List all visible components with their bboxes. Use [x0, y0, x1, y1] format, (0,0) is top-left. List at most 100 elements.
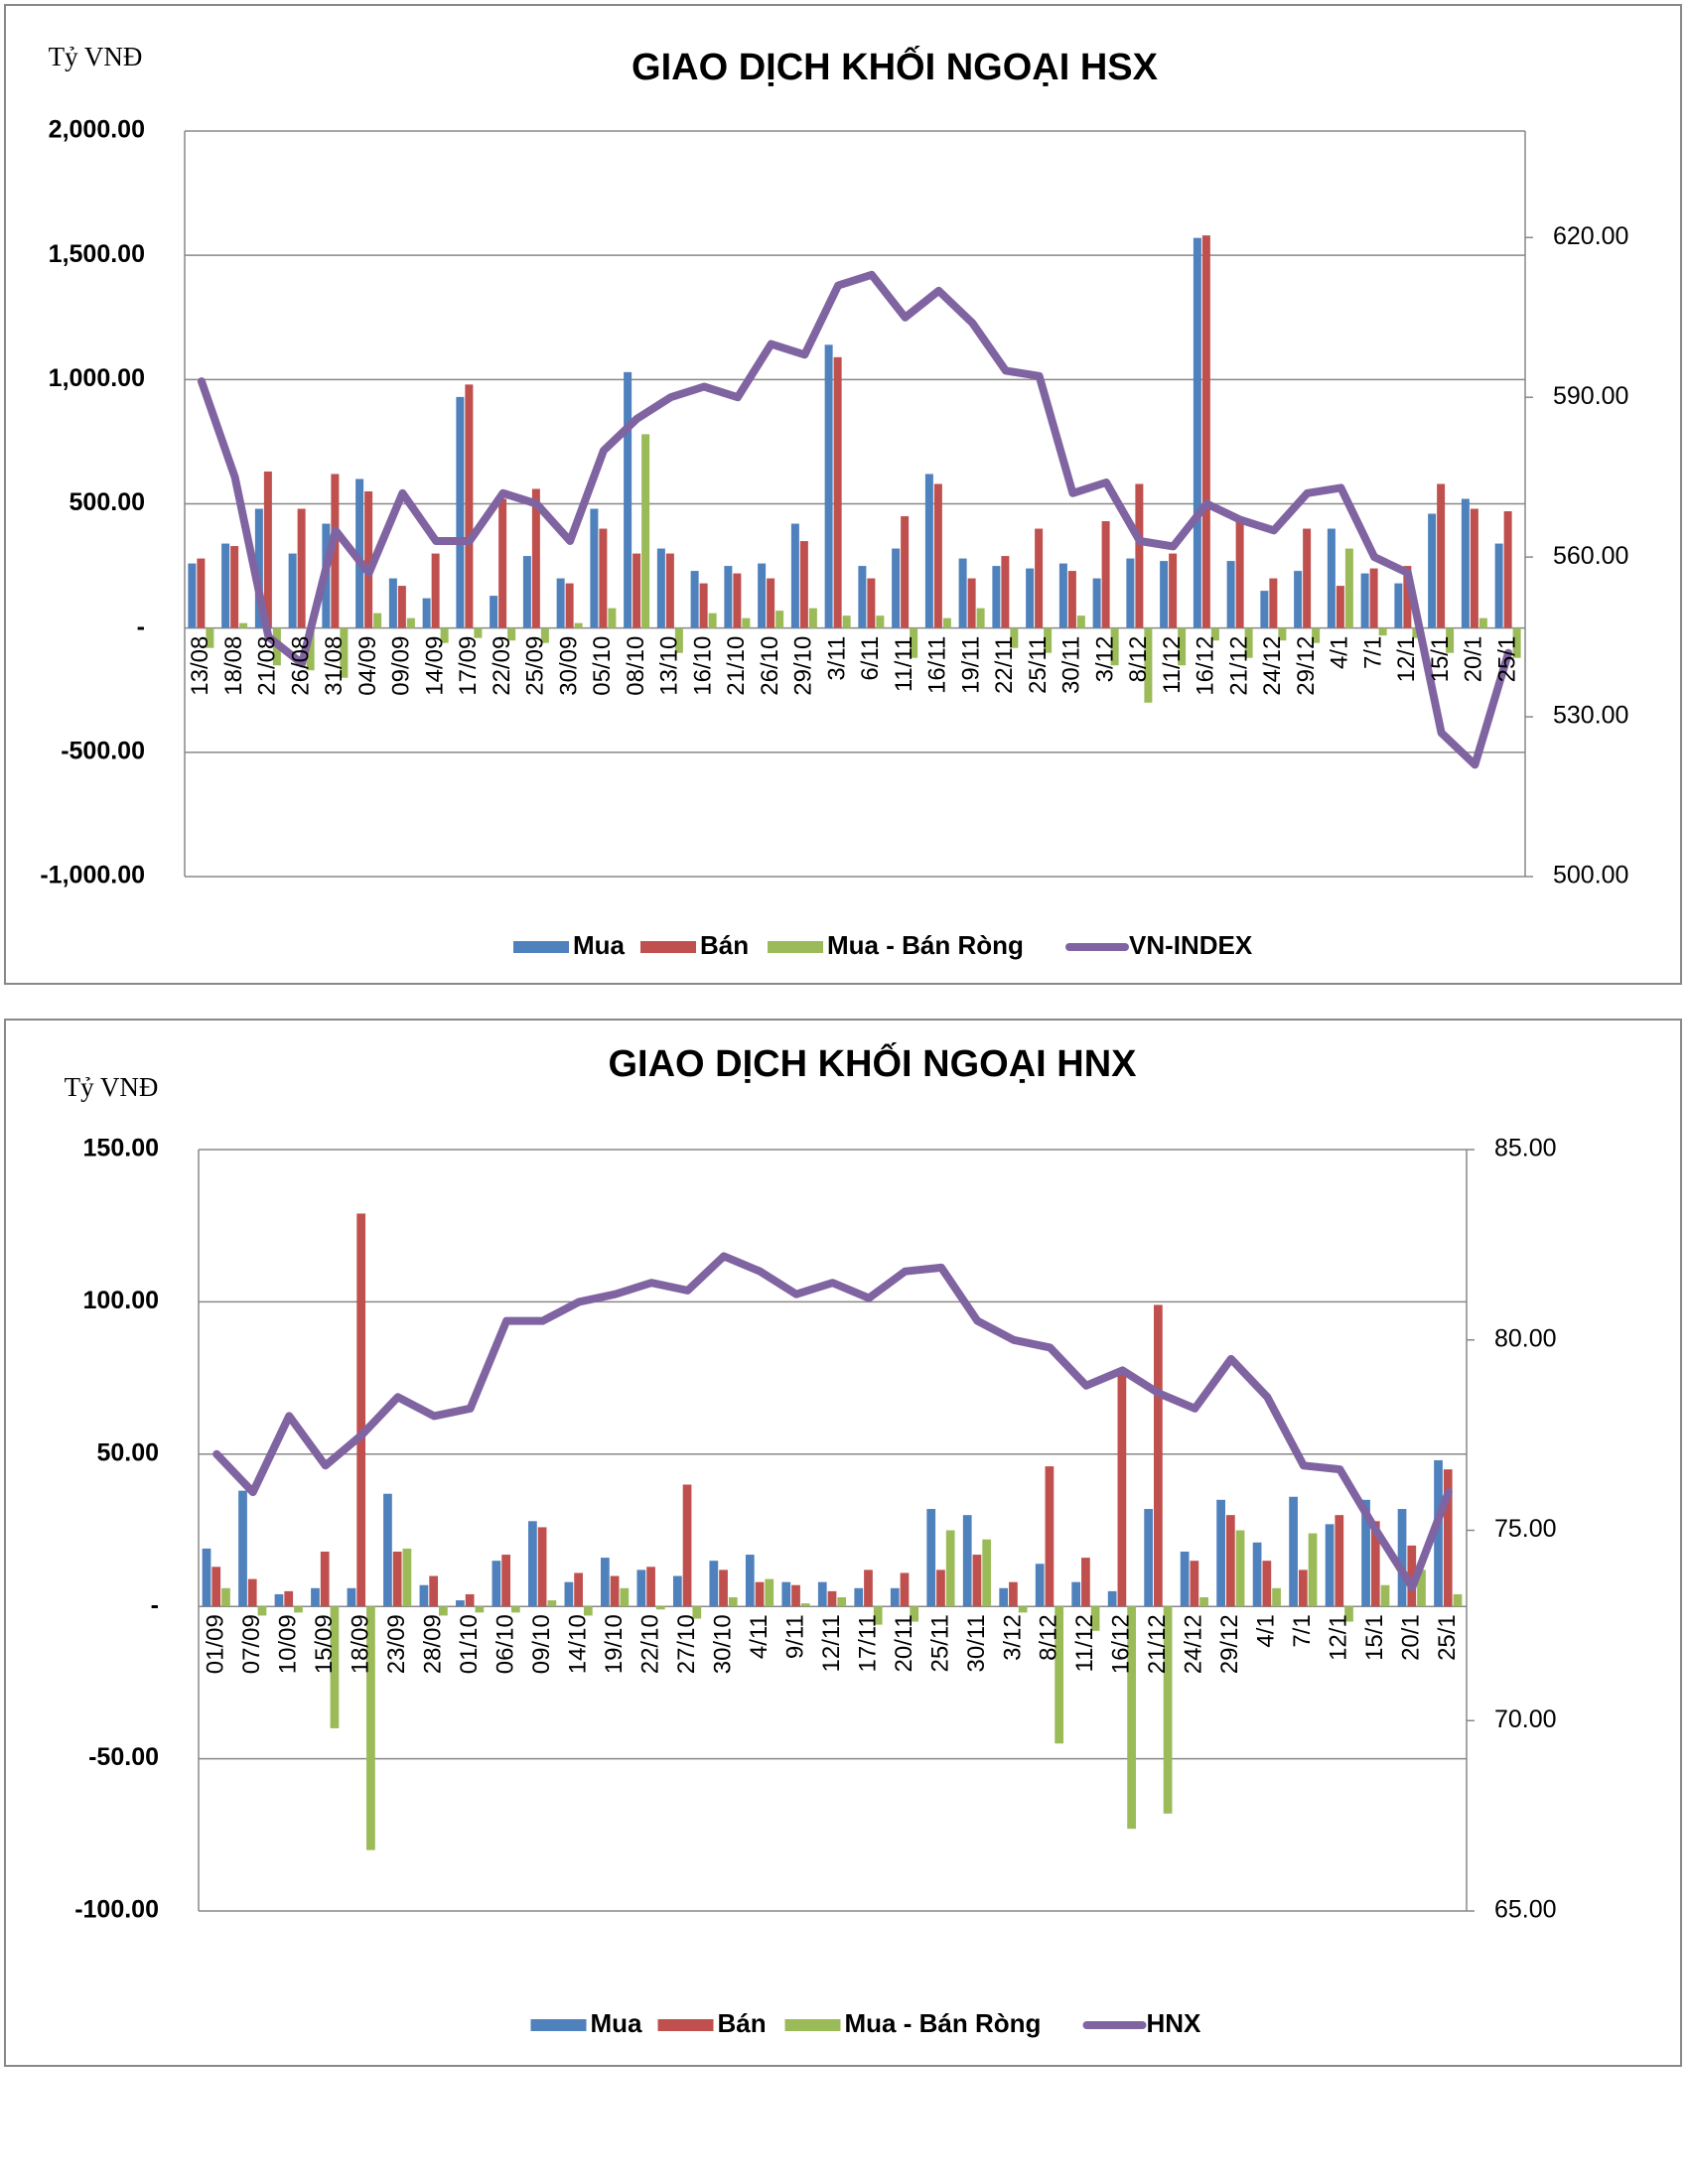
bar	[528, 1521, 537, 1607]
bar	[665, 553, 674, 628]
bar	[824, 344, 833, 628]
line	[197, 270, 1513, 769]
bar	[900, 1572, 910, 1607]
bar	[767, 578, 775, 628]
legend-label: Mua	[573, 930, 626, 960]
bar	[1101, 521, 1110, 628]
bar	[873, 1606, 883, 1625]
y2-tick-label: 70.00	[1494, 1706, 1557, 1733]
bar	[1035, 528, 1044, 628]
bar	[1494, 543, 1503, 628]
x-tick-label: 07/09	[238, 1614, 265, 1674]
legend-swatch	[513, 941, 569, 953]
bar	[397, 586, 406, 628]
chart-title: GIAO DỊCH KHỐI NGOẠI HSX	[632, 44, 1159, 88]
bar	[320, 1551, 330, 1607]
bar	[1403, 566, 1412, 628]
bar	[1370, 1521, 1380, 1607]
bar	[833, 356, 842, 628]
bar	[1201, 235, 1210, 628]
bar	[1252, 1542, 1262, 1607]
bar	[1225, 1515, 1235, 1607]
bar	[1453, 1593, 1463, 1607]
y2-tick-label: 560.00	[1553, 542, 1628, 570]
bar	[800, 1603, 810, 1607]
bar	[837, 1596, 847, 1607]
bar	[419, 1584, 429, 1607]
bar	[933, 483, 942, 628]
bar	[620, 1587, 630, 1607]
bar	[474, 627, 483, 638]
y2-tick-label: 500.00	[1553, 862, 1628, 889]
bar	[790, 523, 799, 628]
legend-swatch	[640, 941, 696, 953]
x-tick-label: 24/12	[1259, 636, 1286, 696]
bar	[1154, 1304, 1163, 1607]
bar	[1092, 578, 1101, 628]
bar	[1336, 586, 1344, 628]
bar	[655, 1606, 665, 1610]
bar	[297, 508, 306, 628]
bar	[682, 1484, 692, 1607]
y-tick-label: 150.00	[83, 1135, 159, 1162]
bar	[507, 627, 516, 641]
bar	[1193, 237, 1201, 628]
x-tick-label: 25/11	[1025, 636, 1052, 694]
bar	[1397, 1509, 1407, 1607]
bar	[724, 566, 733, 628]
frame	[4, 1019, 1682, 2067]
bar	[383, 1493, 392, 1607]
bar	[531, 488, 540, 628]
bar	[1235, 521, 1244, 628]
bar	[692, 1606, 702, 1619]
bar	[1327, 528, 1336, 628]
bar	[842, 615, 851, 628]
y-tick-label: -50.00	[88, 1743, 159, 1771]
x-tick-label: 25/1	[1493, 636, 1520, 683]
bar	[1055, 1606, 1064, 1744]
bar	[719, 1570, 728, 1607]
bar	[610, 1575, 620, 1607]
x-tick-label: 13/10	[656, 636, 683, 696]
x-tick-label: 4/1	[1253, 1614, 1280, 1647]
x-tick-label: 12/1	[1393, 636, 1420, 683]
x-tick-label: 29/10	[790, 636, 817, 696]
legend-label: Bán	[718, 2008, 767, 2038]
bar	[910, 627, 918, 658]
bar	[590, 508, 599, 628]
bar	[1110, 627, 1119, 666]
bar	[510, 1606, 520, 1613]
bar	[672, 1575, 682, 1607]
bar	[1380, 1584, 1390, 1607]
bar	[599, 528, 608, 628]
bar	[197, 558, 206, 628]
bar	[1001, 556, 1010, 628]
bar	[247, 1578, 257, 1607]
chart-title: GIAO DỊCH KHỐI NGOẠI HNX	[608, 1040, 1137, 1085]
legend-label: Mua - Bán Ròng	[827, 930, 1024, 960]
bar	[1127, 1606, 1136, 1830]
bar	[1045, 1466, 1055, 1607]
x-tick-label: 14/10	[564, 1614, 591, 1674]
bar	[402, 1548, 412, 1607]
bar	[1226, 561, 1235, 628]
bar	[926, 1509, 936, 1607]
bar	[708, 613, 717, 628]
bar	[876, 615, 885, 628]
bar	[1035, 1564, 1045, 1607]
bar	[355, 478, 364, 628]
x-tick-label: 30/09	[555, 636, 582, 696]
bar	[574, 1572, 583, 1607]
bar	[1344, 548, 1353, 628]
x-tick-label: 30/10	[709, 1614, 736, 1674]
bar	[1360, 573, 1369, 628]
bar	[565, 583, 574, 628]
bar	[456, 396, 465, 628]
x-tick-label: 16/11	[924, 636, 951, 694]
bar	[1135, 483, 1144, 628]
bar	[1190, 1561, 1199, 1607]
bar	[646, 1567, 655, 1607]
y-tick-label: 1,000.00	[49, 364, 145, 392]
bar	[690, 571, 699, 628]
y2-tick-label: 530.00	[1553, 702, 1628, 730]
